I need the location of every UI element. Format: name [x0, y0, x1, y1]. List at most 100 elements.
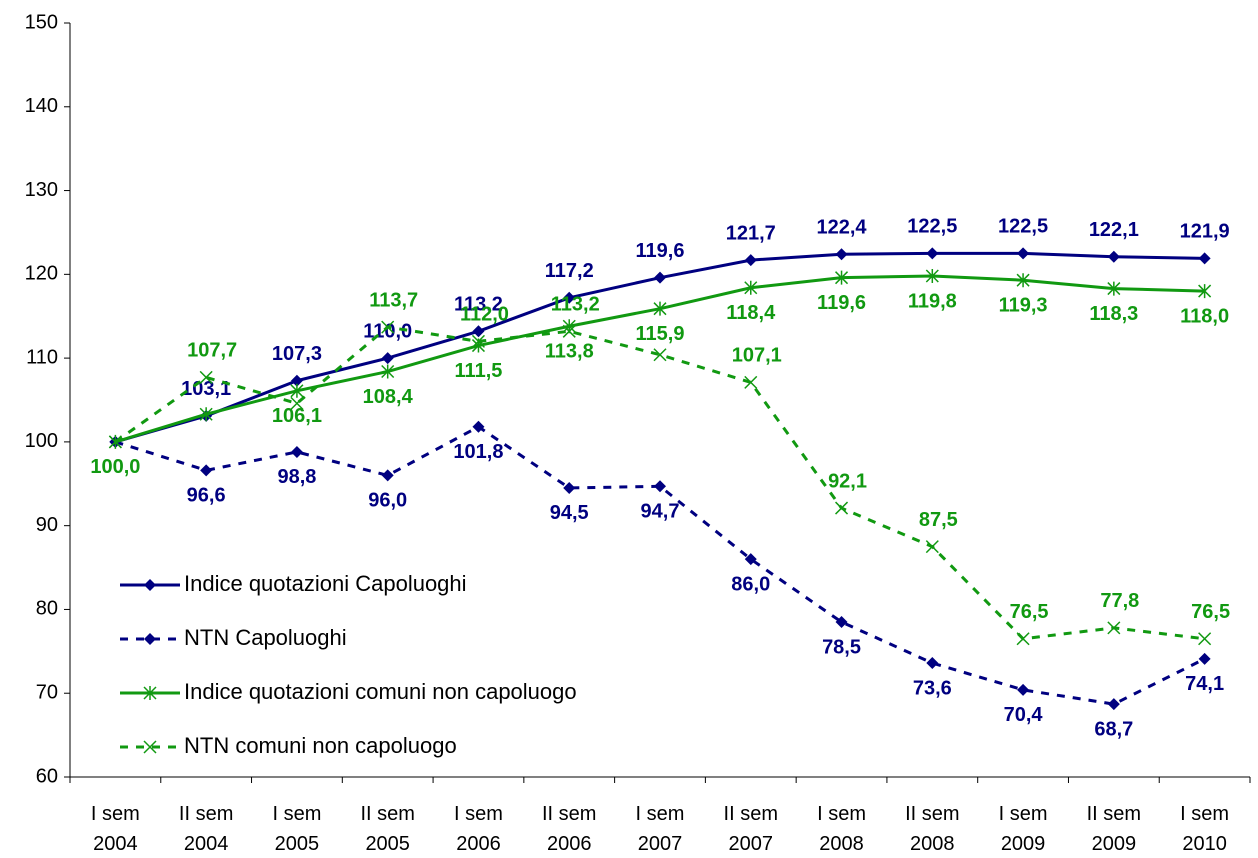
marker-shape: [653, 301, 667, 316]
data-label: 107,1: [732, 345, 782, 367]
data-label: 122,5: [998, 216, 1048, 238]
legend-label: NTN Capoluoghi: [184, 625, 347, 650]
marker-shape: [108, 435, 122, 449]
x-tick-label: II sem 2009: [1086, 803, 1142, 855]
marker-shape: [1016, 632, 1030, 646]
data-point: [1016, 632, 1030, 646]
data-point: [926, 247, 939, 260]
marker-shape: [1016, 273, 1030, 288]
data-point: [925, 540, 939, 554]
data-point: [290, 374, 303, 387]
marker-shape: [1107, 698, 1120, 711]
marker-shape: [653, 348, 667, 362]
data-point: [1017, 247, 1030, 260]
data-label: 121,9: [1180, 221, 1230, 243]
data-point: [654, 271, 666, 284]
x-tick-label: I sem 2004: [90, 803, 140, 855]
data-point: [1107, 698, 1120, 711]
marker-shape: [1107, 250, 1120, 263]
data-point: [653, 348, 667, 362]
data-label: 78,5: [822, 636, 861, 658]
data-point: [926, 657, 939, 670]
marker-shape: [744, 375, 758, 389]
marker-shape: [290, 383, 304, 398]
x-tick-label: I sem 2008: [817, 803, 866, 855]
x-tick-label: I sem 2009: [998, 803, 1048, 855]
data-point: [1107, 250, 1120, 263]
marker-shape: [925, 540, 939, 554]
data-label: 92,1: [828, 470, 867, 492]
x-tick-label: II sem 2007: [723, 803, 778, 855]
data-point: [744, 254, 757, 267]
marker-shape: [654, 271, 666, 284]
data-point: [471, 334, 485, 348]
marker-shape: [290, 396, 304, 410]
marker-shape: [199, 370, 213, 384]
marker-shape: [200, 464, 213, 477]
data-label: 76,5: [1010, 601, 1049, 623]
marker-shape: [471, 334, 485, 348]
x-tick-label: II sem 2004: [178, 803, 234, 855]
marker-shape: [1017, 683, 1030, 696]
data-point: [290, 445, 303, 458]
data-label: 96,0: [368, 490, 407, 512]
data-label: 107,3: [272, 343, 322, 365]
marker-shape: [744, 254, 757, 267]
x-tick-label: II sem 2005: [360, 803, 415, 855]
y-tick-label: 80: [36, 598, 58, 620]
x-tick-label: I sem 2010: [1180, 803, 1230, 855]
marker-shape: [472, 420, 485, 433]
marker-shape: [562, 324, 576, 338]
data-label: 94,5: [550, 502, 589, 524]
marker-shape: [1017, 247, 1030, 260]
x-tick-label: I sem 2005: [272, 803, 322, 855]
data-point: [1107, 621, 1121, 635]
data-label: 119,6: [636, 240, 685, 262]
legend-marker: [143, 686, 157, 700]
marker-shape: [744, 553, 757, 566]
data-label: 70,4: [1004, 704, 1044, 726]
marker-shape: [144, 579, 156, 591]
data-label: 113,2: [551, 294, 600, 316]
data-label: 108,4: [363, 386, 414, 408]
data-point: [290, 396, 304, 410]
data-label: 118,4: [726, 302, 776, 324]
data-point: [562, 324, 576, 338]
data-label: 86,0: [731, 573, 770, 595]
data-point: [1198, 632, 1212, 646]
data-point: [381, 320, 395, 334]
data-point: [199, 407, 213, 422]
data-label: 112,0: [460, 304, 509, 326]
data-label: 96,6: [187, 485, 226, 507]
data-label: 103,1: [181, 378, 231, 400]
marker-shape: [1198, 632, 1212, 646]
data-point: [1017, 683, 1030, 696]
data-label: 118,0: [1180, 305, 1229, 327]
marker-shape: [143, 740, 157, 754]
data-label: 113,7: [369, 289, 418, 311]
marker-shape: [1198, 252, 1211, 265]
y-tick-label: 150: [25, 11, 58, 33]
x-tick-label: I sem 2007: [635, 803, 685, 855]
data-label: 113,2: [454, 294, 503, 316]
data-point: [744, 553, 757, 566]
marker-shape: [1107, 281, 1121, 296]
data-point: [472, 325, 485, 338]
data-point: [108, 435, 122, 449]
data-label: 119,3: [999, 294, 1048, 316]
data-point: [835, 501, 849, 515]
data-label: 101,8: [453, 441, 503, 463]
y-tick-label: 110: [26, 346, 58, 368]
data-point: [381, 364, 395, 379]
marker-shape: [381, 469, 394, 482]
legend-label: Indice quotazioni Capoluoghi: [184, 571, 467, 596]
marker-shape: [926, 657, 939, 670]
data-label: 122,4: [817, 217, 868, 239]
data-point: [1198, 652, 1211, 665]
data-point: [199, 370, 213, 384]
y-tick-label: 90: [36, 514, 58, 536]
y-tick-label: 130: [25, 179, 58, 201]
data-label: 110,0: [363, 320, 412, 342]
marker-shape: [1198, 284, 1212, 299]
